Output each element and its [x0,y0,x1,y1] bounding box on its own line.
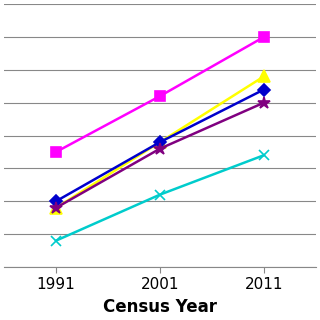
Magenta/Pink (square) [54,150,58,154]
Dark Blue (diamond) [262,88,266,92]
Magenta/Pink (square) [262,35,266,39]
Cyan (x) [54,239,58,243]
Magenta/Pink (square) [158,94,162,98]
X-axis label: Census Year: Census Year [103,298,217,316]
Purple (asterisk) [262,101,266,105]
Yellow (triangle) [262,75,266,78]
Line: Yellow (triangle): Yellow (triangle) [51,71,269,213]
Yellow (triangle) [158,140,162,144]
Dark Blue (diamond) [54,199,58,203]
Purple (asterisk) [158,147,162,151]
Cyan (x) [158,193,162,196]
Dark Blue (diamond) [158,140,162,144]
Line: Magenta/Pink (square): Magenta/Pink (square) [51,32,269,157]
Line: Dark Blue (diamond): Dark Blue (diamond) [52,85,268,205]
Purple (asterisk) [54,206,58,210]
Cyan (x) [262,153,266,157]
Line: Purple (asterisk): Purple (asterisk) [50,96,270,214]
Yellow (triangle) [54,206,58,210]
Line: Cyan (x): Cyan (x) [51,150,269,245]
